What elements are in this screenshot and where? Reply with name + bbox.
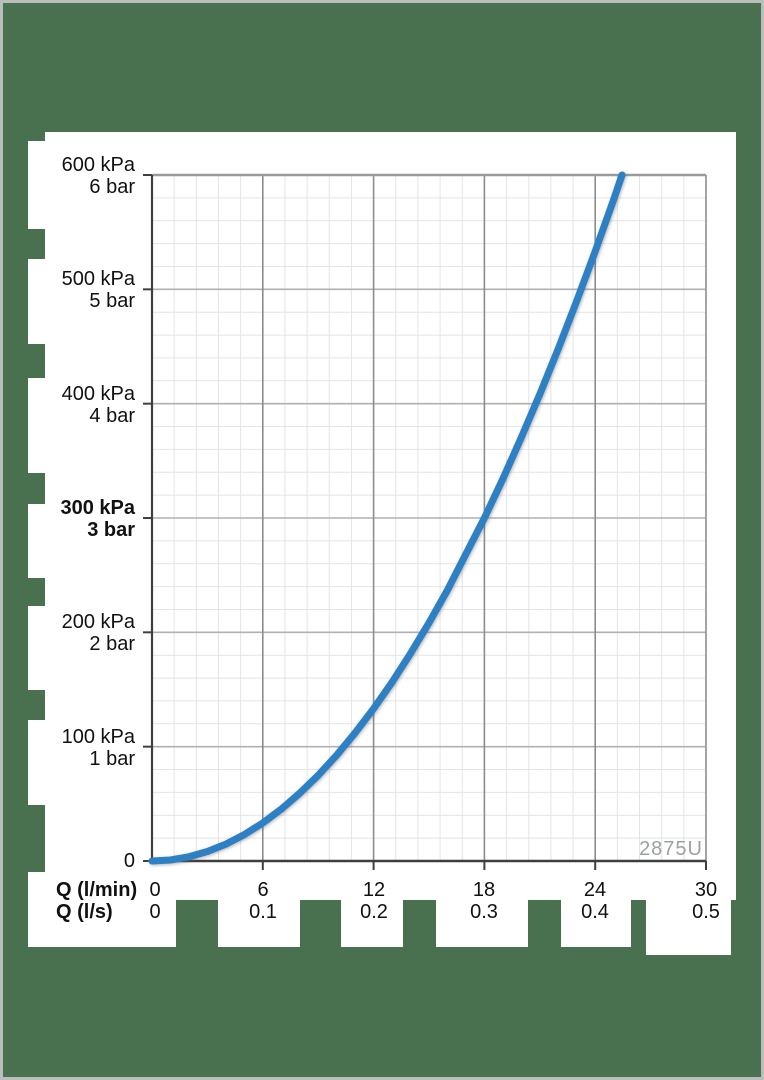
paper-sheet-fragment [45, 132, 736, 900]
paper-sheet-fragment [28, 378, 46, 473]
x-axis-tick-ls-0.2: 0.2 [360, 901, 388, 923]
paper-sheet-fragment [646, 898, 731, 955]
product-code-annotation: 2875U [639, 838, 703, 860]
paper-sheet-fragment [218, 898, 300, 947]
paper-sheet-fragment [28, 872, 176, 947]
x-axis-unit-lmin: Q (l/min) [56, 879, 138, 901]
x-axis-tick-lmin-0: 0 [149, 879, 161, 901]
y-axis-label-500kpa: 500 kPa 5 bar [61, 268, 135, 312]
paper-sheet-fragment [341, 898, 403, 947]
y-axis-label-600kpa: 600 kPa 6 bar [61, 154, 135, 198]
paper-sheet-fragment [28, 504, 46, 578]
y-axis-label-0: 0 [123, 850, 135, 872]
y-axis-label-100kpa: 100 kPa 1 bar [61, 726, 135, 770]
pressure-loss-curve [148, 171, 626, 865]
x-axis-tick-lmin-12: 12 [362, 879, 386, 901]
paper-sheet-fragment [561, 898, 631, 947]
paper-sheet-fragment [28, 606, 46, 690]
x-axis-tick-lmin-30: 30 [694, 879, 718, 901]
x-axis-tick-ls-0.1: 0.1 [249, 901, 277, 923]
x-axis-tick-lmin-6: 6 [257, 879, 269, 901]
x-axis-tick-ls-0: 0 [149, 901, 161, 923]
paper-sheet-fragment [28, 259, 46, 344]
paper-sheet-fragment [28, 720, 46, 805]
y-axis-label-300kpa: 300 kPa 3 bar [60, 497, 135, 541]
x-axis-tick-ls-0.5: 0.5 [692, 901, 720, 923]
paper-sheet-fragment [436, 898, 528, 947]
flow-pressure-chart [143, 171, 707, 870]
y-axis-label-400kpa: 400 kPa 4 bar [61, 383, 135, 427]
y-axis-label-200kpa: 200 kPa 2 bar [61, 611, 135, 655]
x-axis-tick-ls-0.3: 0.3 [470, 901, 498, 923]
x-axis-tick-lmin-24: 24 [583, 879, 607, 901]
paper-sheet-fragment [28, 141, 46, 229]
x-axis-unit-ls: Q (l/s) [56, 901, 113, 923]
x-axis-tick-ls-0.4: 0.4 [581, 901, 609, 923]
x-axis-tick-lmin-18: 18 [472, 879, 496, 901]
